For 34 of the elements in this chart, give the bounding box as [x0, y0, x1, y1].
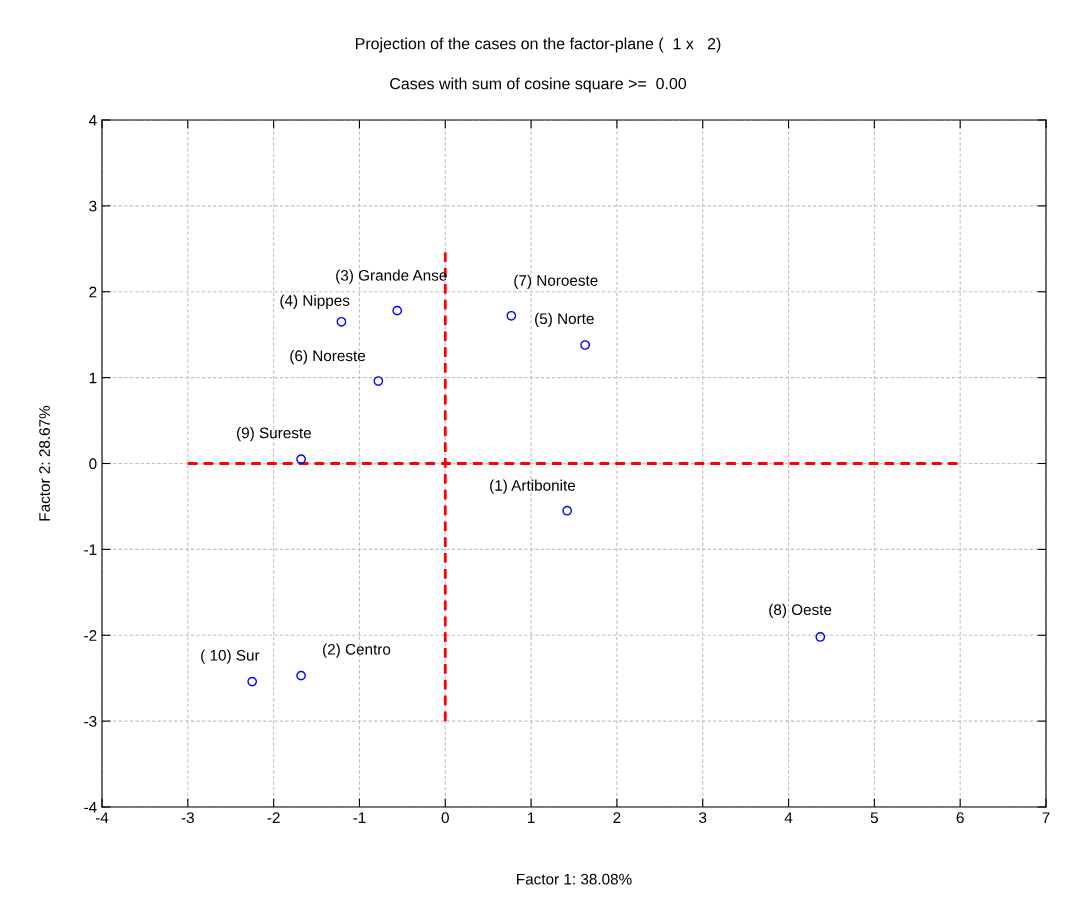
x-tick-label: 1: [528, 812, 535, 823]
x-axis-title: Factor 1: 38.08%: [517, 873, 632, 885]
x-tick-label: -1: [353, 812, 366, 823]
annotation: (1) Artibonite: [490, 479, 576, 494]
y-tick-label: 0: [89, 458, 97, 470]
y-axis-title: Factor 2: 28.67%: [39, 405, 50, 521]
annotation: ( 10) Sur: [201, 649, 260, 664]
x-tick-label: 0: [441, 812, 449, 824]
annotation: (2) Centro: [323, 643, 391, 658]
x-tick-label: 6: [956, 812, 964, 824]
y-tick-label: -4: [84, 802, 97, 813]
x-tick-label: -3: [181, 812, 194, 824]
chart-title: Projection of the cases on the factor-plane ( 1 x 2): [355, 37, 721, 53]
annotation: (7) Noroeste: [514, 274, 598, 289]
y-tick-label: -1: [84, 544, 97, 555]
annotation: (9) Sureste: [237, 427, 311, 442]
chart-subtitle: Cases with sum of cosine square >= 0.00: [390, 77, 687, 93]
x-tick-label: 3: [699, 812, 707, 824]
annotation: (3) Grande Anse: [336, 269, 447, 284]
x-tick-label: 4: [784, 812, 793, 823]
annotation: (5) Norte: [535, 312, 594, 328]
y-tick-label: -3: [84, 715, 97, 727]
y-tick-label: 4: [88, 115, 97, 126]
x-tick-label: -2: [267, 812, 280, 823]
x-tick-label: 7: [1042, 812, 1050, 823]
y-tick-label: 1: [89, 372, 97, 384]
annotation: (6) Noreste: [290, 349, 366, 365]
y-tick-label: -2: [84, 630, 97, 641]
y-tick-label: 3: [89, 200, 97, 212]
x-tick-label: 5: [870, 812, 878, 824]
annotation: (8) Oeste: [769, 603, 832, 619]
y-tick-label: 2: [89, 286, 97, 298]
x-tick-label: 2: [613, 812, 621, 823]
annotation: (4) Nippes: [280, 294, 350, 309]
